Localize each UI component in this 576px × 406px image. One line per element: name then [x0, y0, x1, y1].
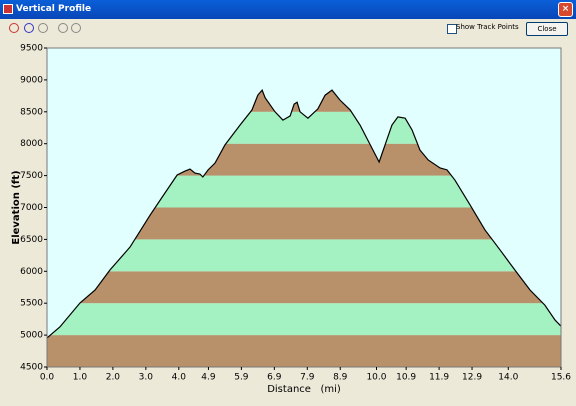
window-title: Vertical Profile: [16, 4, 92, 14]
x-tick-label: 0.0: [40, 373, 55, 383]
x-tick-label: 7.9: [300, 373, 315, 383]
tool-zoom-out[interactable]: [71, 23, 81, 33]
x-axis-title: Distance (mi): [267, 384, 341, 395]
x-tick-label: 15.6: [551, 373, 571, 383]
elevation-band: [47, 335, 561, 367]
elevation-band: [47, 239, 561, 272]
tool-select[interactable]: [9, 23, 19, 33]
x-tick-label: 14.0: [498, 373, 518, 383]
profile-line: [46, 88, 562, 339]
x-tick-label: 10.0: [366, 373, 386, 383]
app-icon: [3, 4, 13, 14]
x-tick-label: 5.9: [234, 373, 249, 383]
elevation-band: [47, 271, 561, 304]
x-tick-label: 12.9: [462, 373, 482, 383]
x-tick-label: 10.9: [396, 373, 416, 383]
close-button[interactable]: Close: [526, 22, 568, 36]
tool-pan[interactable]: [24, 23, 34, 33]
x-tick-label: 1.0: [73, 373, 88, 383]
y-tick-label: 8000: [20, 139, 43, 149]
x-tick-label: 3.0: [139, 373, 154, 383]
y-axis-title: Elevation (ft): [11, 170, 22, 244]
elevation-band: [47, 303, 561, 336]
y-tick-label: 6000: [20, 267, 43, 277]
tool-zoom-in[interactable]: [58, 23, 68, 33]
x-tick-label: 2.0: [106, 373, 121, 383]
y-tick-label: 9000: [20, 75, 43, 85]
y-tick-label: 6500: [20, 235, 43, 245]
x-tick-label: 4.0: [172, 373, 187, 383]
y-tick-label: 5500: [20, 299, 43, 309]
y-tick-label: 7500: [20, 171, 43, 181]
y-tick-label: 4500: [20, 363, 43, 373]
y-tick-label: 5000: [20, 331, 43, 341]
checkbox[interactable]: [447, 24, 457, 34]
x-tick-label: 8.9: [333, 373, 348, 383]
close-x[interactable]: ×: [558, 2, 573, 17]
x-tick-label: 4.9: [201, 373, 216, 383]
x-tick-label: 11.9: [429, 373, 449, 383]
x-tick-label: 6.9: [267, 373, 282, 383]
y-tick-label: 7000: [20, 203, 43, 213]
tool-zoom-box[interactable]: [38, 23, 48, 33]
y-tick-label: 9500: [20, 44, 43, 54]
checkbox-label[interactable]: Show Track Points: [456, 23, 519, 31]
y-tick-label: 8500: [20, 107, 43, 117]
title-bar: Vertical Profile ×: [0, 0, 576, 19]
